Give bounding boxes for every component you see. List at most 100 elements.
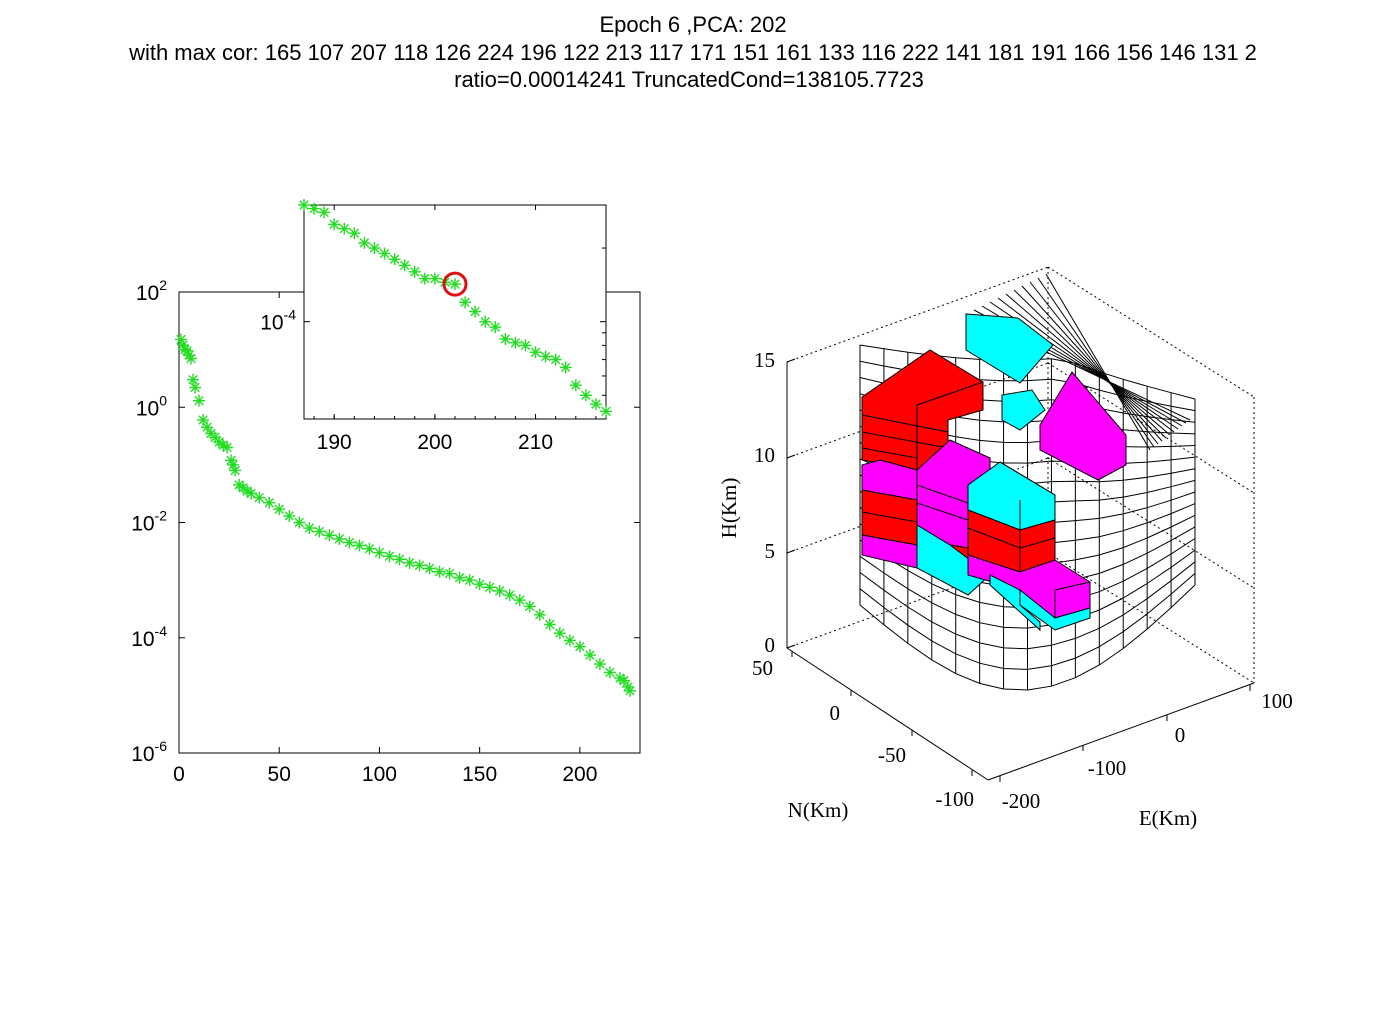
main-data-point: [363, 542, 376, 555]
inset-data-point: [489, 321, 502, 334]
title-line-2: with max cor: 165 107 207 118 126 224 19…: [128, 40, 1257, 65]
main-ytick-label-exp: 0: [159, 392, 167, 408]
title-line-1: Epoch 6 ,PCA: 202: [599, 12, 786, 37]
e-tick-minus100: -100: [1088, 756, 1127, 780]
main-ytick-label-base: 10: [131, 513, 154, 536]
h-tick-10: 10: [754, 443, 775, 467]
h-tick-5: 5: [765, 539, 776, 563]
mesh-back-line: [1045, 273, 1151, 451]
e-tick-0: 0: [1175, 723, 1186, 747]
main-data-point: [193, 394, 206, 407]
main-data-point: [323, 529, 336, 542]
cyan-block-small: [1001, 389, 1046, 431]
h-tick-0: 0: [765, 633, 776, 657]
n-tick-50: 50: [752, 656, 773, 680]
mesh-back-line: [1029, 281, 1159, 445]
inset-data-point: [579, 389, 592, 402]
inset-data-point: [539, 350, 552, 363]
main-ytick-label-exp: -2: [155, 508, 168, 524]
main-data-point: [493, 584, 506, 597]
main-ytick-label: 10-6: [131, 738, 167, 766]
main-data-point: [573, 640, 586, 653]
main-data-point: [343, 536, 356, 549]
main-ytick-label-exp: -6: [155, 738, 168, 754]
inset-data-point: [549, 353, 562, 366]
main-data-point: [393, 553, 406, 566]
main-data-point: [353, 539, 366, 552]
mesh-back-line: [1037, 277, 1155, 448]
main-xtick-label: 150: [462, 763, 497, 786]
main-data-point: [241, 485, 254, 498]
main-data-point: [617, 674, 630, 687]
main-data-point: [443, 567, 456, 580]
3d-block-model-plot: 15 10 5 0 50 0 -50 -100 -200 -100 0 100 …: [717, 266, 1293, 830]
n-tick-0: 0: [830, 701, 841, 725]
mesh-back-line: [1005, 293, 1171, 436]
inset-data-point: [318, 206, 331, 219]
h-axis-label: H(Km): [717, 478, 741, 539]
main-data-point: [473, 578, 486, 591]
inset-data-point: [529, 346, 542, 359]
main-data-point: [403, 556, 416, 569]
main-data-point: [483, 581, 496, 594]
inset-xtick-label: 190: [317, 431, 352, 454]
inset-data-point: [459, 296, 472, 309]
main-data-point: [201, 421, 214, 434]
main-data-point: [303, 522, 316, 535]
main-data-point: [273, 503, 286, 516]
h-tick-15: 15: [754, 348, 775, 372]
main-ytick-label: 100: [136, 392, 167, 420]
main-data-point: [263, 496, 276, 509]
n-tick-minus100: -100: [936, 787, 975, 811]
main-xtick-label: 100: [362, 763, 397, 786]
main-data-point: [433, 565, 446, 578]
3d-tick-labels: 15 10 5 0 50 0 -50 -100 -200 -100 0 100: [752, 348, 1293, 813]
inset-data-point: [338, 222, 351, 235]
inset-data-point: [358, 236, 371, 249]
main-plot-points: [175, 333, 636, 697]
main-data-point: [543, 618, 556, 631]
main-ytick-label-base: 10: [131, 743, 154, 766]
main-data-point: [373, 546, 386, 559]
main-data-point: [563, 634, 576, 647]
main-data-point: [221, 441, 234, 454]
main-data-point: [583, 649, 596, 662]
main-data-point: [603, 666, 616, 679]
inset-data-point: [499, 332, 512, 345]
inset-data-point: [509, 336, 522, 349]
main-data-point: [229, 464, 242, 477]
inset-plot-frame: [303, 204, 607, 420]
inset-data-point: [519, 339, 532, 352]
main-data-point: [553, 627, 566, 640]
main-ytick-label: 102: [136, 277, 167, 305]
main-data-point: [523, 600, 536, 613]
main-data-point: [187, 373, 200, 386]
inset-xtick-label: 200: [417, 431, 452, 454]
inset-data-point: [328, 218, 341, 231]
inset-zoom-plot: 190 200 210 10-4: [260, 199, 612, 454]
3d-tick-marks: [786, 358, 1251, 782]
main-data-point: [453, 571, 466, 584]
mesh-layer: [859, 549, 1196, 629]
main-data-point: [513, 594, 526, 607]
mesh-back-line: [997, 297, 1175, 433]
inset-data-point: [348, 227, 361, 240]
main-ytick-label-base: 10: [131, 628, 154, 651]
main-data-point: [463, 574, 476, 587]
main-ytick-label: 10-4: [131, 623, 167, 651]
inset-data-point: [388, 253, 401, 266]
cyan-block-lower-left: [989, 574, 1041, 632]
mesh-back-line: [1013, 289, 1167, 439]
inset-ytick-label-base: 10: [260, 312, 283, 335]
main-ytick-label: 10-2: [131, 508, 167, 536]
mesh-layer: [859, 573, 1196, 670]
inset-data-point: [298, 199, 310, 211]
main-data-point: [313, 525, 326, 538]
main-data-point: [413, 559, 426, 572]
main-data-point: [333, 532, 346, 545]
inset-data-point: [418, 272, 431, 285]
inset-data-point: [408, 265, 421, 278]
inset-data-point: [398, 259, 411, 272]
